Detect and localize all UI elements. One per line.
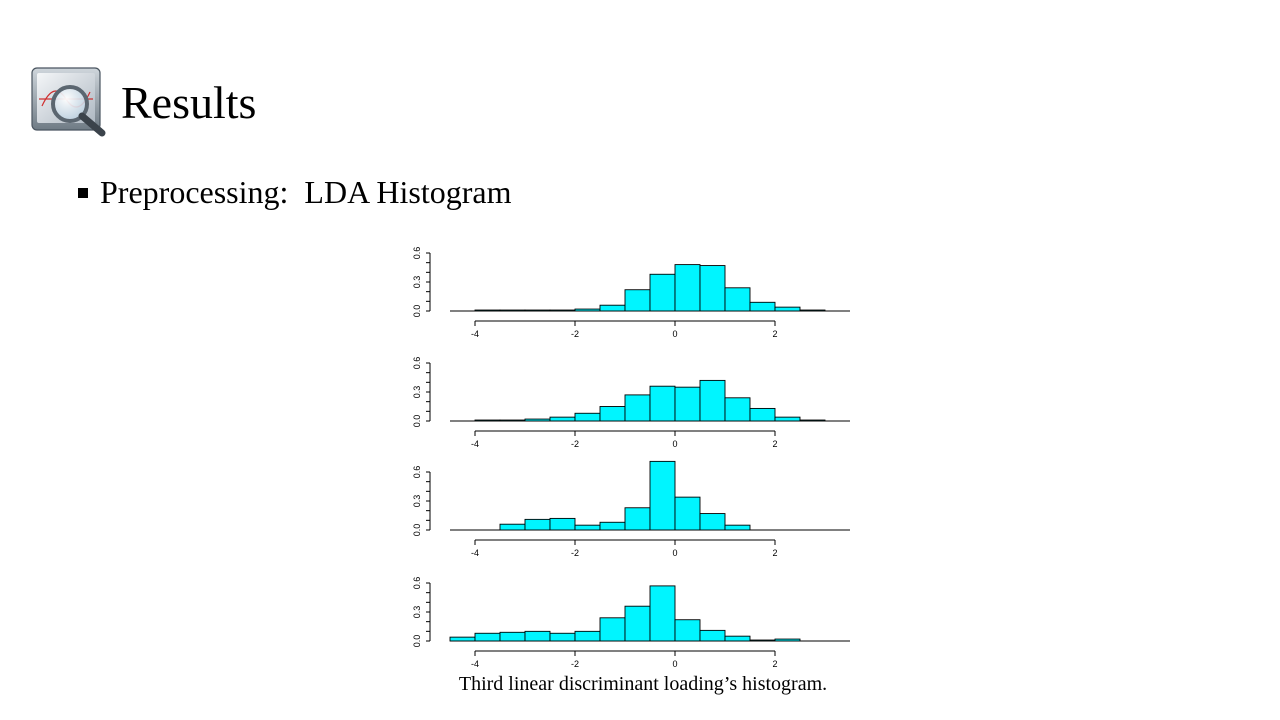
histogram-bar [599, 521, 626, 531]
histogram-bar [524, 518, 551, 531]
histogram-bar [649, 273, 676, 312]
histogram-panel-1: -4 -2 0 2 0.0 0.3 0.6 [412, 247, 850, 339]
x-tick-label: 2 [772, 329, 777, 339]
slide-title: Results [121, 77, 257, 128]
histogram-bar [549, 309, 576, 312]
histogram-bar [799, 309, 826, 312]
histogram-bar [649, 585, 676, 642]
y-tick-label: 0.6 [412, 466, 422, 479]
histogram-bar [624, 605, 651, 642]
histogram-bar [649, 460, 676, 531]
figure-caption: Third linear discriminant loading’s hist… [458, 673, 828, 695]
histogram-bar [699, 265, 726, 312]
histogram-bar [674, 496, 701, 531]
x-tick-label: -2 [571, 659, 579, 669]
histogram-bar [699, 379, 726, 422]
histogram-bar [449, 636, 476, 642]
x-tick-label: 0 [672, 439, 677, 449]
x-tick-label: -2 [571, 439, 579, 449]
histogram-bar [499, 419, 526, 422]
histogram-bar [499, 309, 526, 312]
histogram-bar [574, 524, 601, 531]
histogram-panel-2: -4 -2 0 2 0.0 0.3 0.6 [412, 357, 850, 449]
histogram-bar [624, 394, 651, 422]
x-tick-label: -2 [571, 329, 579, 339]
histogram-bar [599, 617, 626, 642]
histogram-bar [524, 309, 551, 312]
histogram-bar [474, 309, 501, 312]
histogram-bar [549, 416, 576, 422]
y-tick-label: 0.3 [412, 386, 422, 399]
histogram-bar [724, 287, 751, 312]
histogram-bar [599, 304, 626, 312]
x-tick-label: -4 [471, 548, 479, 558]
y-tick-label: 0.0 [412, 415, 422, 428]
histogram-bar [699, 513, 726, 531]
histogram-bar [724, 635, 751, 642]
x-tick-label: 2 [772, 548, 777, 558]
y-tick-label: 0.3 [412, 606, 422, 619]
histogram-bar [674, 386, 701, 422]
x-tick-label: -4 [471, 659, 479, 669]
histogram-bar [574, 630, 601, 642]
histogram-bar [549, 517, 576, 531]
histogram-bar [649, 385, 676, 422]
y-tick-label: 0.0 [412, 305, 422, 318]
y-tick-label: 0.0 [412, 635, 422, 648]
histogram-bar [624, 289, 651, 312]
bullet-item: Preprocessing: LDA Histogram [78, 172, 512, 212]
x-tick-label: 0 [672, 659, 677, 669]
histogram-bar [499, 523, 526, 531]
histogram-bar [774, 638, 801, 642]
x-tick-label: 0 [672, 329, 677, 339]
histogram-bar [474, 419, 501, 422]
y-tick-label: 0.3 [412, 276, 422, 289]
histogram-bar [724, 397, 751, 422]
x-tick-label: 2 [772, 659, 777, 669]
square-bullet-icon [78, 188, 88, 198]
lda-histograms: -4 -2 0 2 0.0 0.3 0.6 -4 -2 0 2 0.0 0.3 0.6 -4 -2 0 2 0.0 0… [405, 245, 855, 670]
bullet-text: Preprocessing: LDA Histogram [100, 173, 512, 210]
histogram-bar [674, 619, 701, 642]
histogram-bar [574, 308, 601, 312]
histogram-bar [724, 524, 751, 531]
histogram-panel-4: -4 -2 0 2 0.0 0.3 0.6 [412, 577, 850, 669]
histogram-bar [524, 630, 551, 642]
x-tick-label: 0 [672, 548, 677, 558]
x-tick-label: -2 [571, 548, 579, 558]
y-tick-label: 0.0 [412, 524, 422, 537]
y-tick-label: 0.6 [412, 247, 422, 260]
histogram-bar [749, 301, 776, 312]
histogram-bar [749, 639, 776, 642]
y-tick-label: 0.6 [412, 577, 422, 590]
magnifier-over-monitor-icon [26, 66, 112, 138]
y-tick-label: 0.3 [412, 495, 422, 508]
histogram-bar [624, 507, 651, 531]
histogram-bar [524, 418, 551, 422]
histogram-bar [499, 631, 526, 642]
x-tick-label: -4 [471, 329, 479, 339]
histogram-bar [749, 407, 776, 422]
x-tick-label: -4 [471, 439, 479, 449]
histogram-bar [599, 406, 626, 422]
histogram-bar [474, 632, 501, 642]
x-tick-label: 2 [772, 439, 777, 449]
histogram-bar [674, 264, 701, 312]
histogram-panel-3: -4 -2 0 2 0.0 0.3 0.6 [412, 460, 850, 558]
histogram-stack: -4 -2 0 2 0.0 0.3 0.6 -4 -2 0 2 0.0 0.3 0.6 -4 -2 0 2 0.0 0… [412, 247, 850, 669]
histogram-bar [699, 629, 726, 642]
histogram-bar [774, 416, 801, 422]
histogram-bar [574, 412, 601, 422]
histogram-bar [774, 306, 801, 312]
y-tick-label: 0.6 [412, 357, 422, 370]
histogram-bar [549, 632, 576, 642]
histogram-bar [799, 419, 826, 422]
